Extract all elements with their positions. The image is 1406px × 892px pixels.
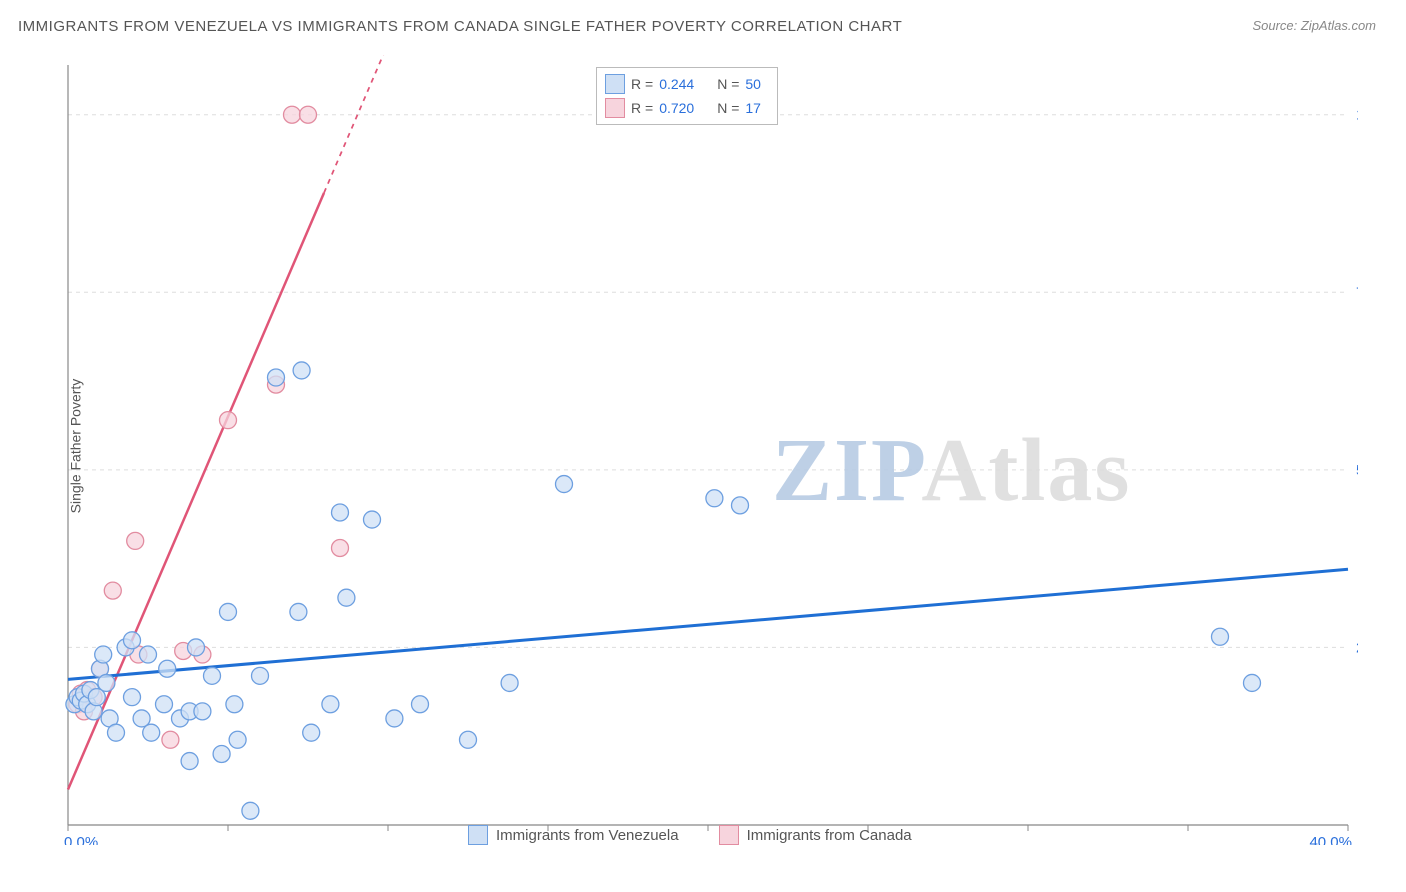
legend-n-value: 17 [745, 100, 769, 116]
legend-swatch-icon [605, 98, 625, 118]
legend-n-label: N = [717, 76, 739, 92]
source-attribution: Source: ZipAtlas.com [1252, 18, 1376, 33]
y-tick-label: 75.0% [1356, 284, 1358, 301]
legend-r-label: R = [631, 100, 653, 116]
legend-n-label: N = [717, 100, 739, 116]
svg-text:ZIPAtlas: ZIPAtlas [772, 421, 1131, 520]
series-legend-item: Immigrants from Venezuela [468, 825, 679, 845]
series-legend: Immigrants from Venezuela Immigrants from… [468, 825, 912, 845]
y-tick-label: 100.0% [1356, 107, 1358, 124]
legend-r-label: R = [631, 76, 653, 92]
legend-r-value: 0.244 [659, 76, 703, 92]
legend-stats-box: R = 0.244 N = 50 R = 0.720 N = 17 [596, 67, 778, 125]
series-name: Immigrants from Canada [747, 827, 912, 844]
legend-swatch-icon [719, 825, 739, 845]
legend-swatch-icon [605, 74, 625, 94]
legend-swatch-icon [468, 825, 488, 845]
chart-area: ZIPAtlas R = 0.244 N = 50 R = 0.720 N = 17 Im… [48, 55, 1358, 845]
legend-stats-row: R = 0.244 N = 50 [605, 72, 769, 96]
series-name: Immigrants from Venezuela [496, 827, 679, 844]
y-tick-label: 50.0% [1356, 462, 1358, 479]
x-tick-label: 40.0% [1309, 834, 1352, 845]
legend-stats-row: R = 0.720 N = 17 [605, 96, 769, 120]
scatter-chart-svg: ZIPAtlas R = 0.244 N = 50 R = 0.720 N = 17 Im… [48, 55, 1358, 845]
legend-r-value: 0.720 [659, 100, 703, 116]
series-legend-item: Immigrants from Canada [719, 825, 912, 845]
legend-n-value: 50 [745, 76, 769, 92]
chart-title: IMMIGRANTS FROM VENEZUELA VS IMMIGRANTS … [18, 18, 902, 35]
x-tick-label: 0.0% [64, 834, 98, 845]
y-tick-label: 25.0% [1356, 639, 1358, 656]
